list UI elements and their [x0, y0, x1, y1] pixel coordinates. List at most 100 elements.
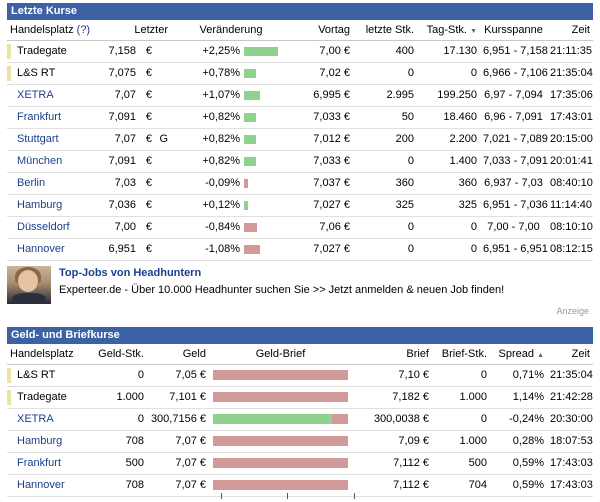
col-gb-zeit[interactable]: Zeit — [547, 345, 593, 365]
geld-cell: 7,07 € — [147, 430, 209, 453]
geld-cell: 7,101 € — [147, 386, 209, 409]
handelsplatz-cell[interactable]: XETRA — [7, 408, 87, 431]
geld-brief-bar — [213, 480, 348, 490]
geld-brief-bar — [213, 392, 348, 402]
table-row: Frankfurt 500 7,07 €7,112 €500 0,59% 17:43:0… — [7, 452, 593, 475]
geld-brief-bar — [213, 458, 348, 468]
day-qty-cell: 325 — [417, 194, 480, 217]
day-qty-cell: 18.460 — [417, 106, 480, 129]
col-tag-stk-label: Tag-Stk. — [426, 24, 467, 37]
zeit-cell: 21:11:35 — [547, 40, 593, 63]
spread-cell: 0,59% — [490, 452, 547, 475]
handelsplatz-cell[interactable]: München — [7, 150, 99, 173]
geld-stk-cell: 0 — [87, 408, 147, 431]
col-letzter[interactable]: Letzter — [99, 21, 171, 41]
spread-cell: -0,24% — [490, 408, 547, 431]
last-qty-cell: 325 — [353, 194, 417, 217]
col-brief-stk[interactable]: Brief-Stk. — [432, 345, 490, 365]
handelsplatz-cell[interactable]: XETRA — [7, 84, 99, 107]
veraenderung-cell: +0,82% — [171, 106, 291, 129]
col-tag-stk[interactable]: Tag-Stk. ▼ — [417, 21, 480, 41]
table-row: Berlin 7,03 € -0,09% 7,037 €360 360 6,937 - 7,… — [7, 172, 593, 195]
letzter-cell: 7,091 € — [99, 150, 171, 173]
handelsplatz-cell[interactable]: Hamburg — [7, 430, 87, 453]
zeit-cell: 17:43:03 — [547, 452, 593, 475]
geld-cell: 7,07 € — [147, 474, 209, 497]
ad-box: Top-Jobs von Headhuntern Experteer.de - … — [7, 266, 593, 318]
currency-unit: € — [145, 133, 152, 145]
change-bar — [244, 134, 256, 144]
ad-title-link[interactable]: Top-Jobs von Headhuntern — [59, 267, 202, 279]
day-qty-cell: 0 — [417, 216, 480, 239]
kursspanne-cell: 6,951 - 7,036 — [480, 194, 548, 217]
handelsplatz-cell: Tradegate — [7, 40, 99, 63]
kursspanne-cell: 7,00 - 7,00 — [480, 216, 547, 239]
handelsplatz-cell[interactable]: Hannover — [7, 474, 87, 497]
prev-cell: 7,037 € — [291, 172, 353, 195]
veraenderung-value: -0,09% — [205, 177, 240, 189]
geld-stk-cell: 708 — [87, 474, 147, 497]
ad-photo[interactable] — [7, 266, 51, 304]
brief-cell: 7,112 € — [352, 474, 432, 497]
letzter-value: 7,091 — [108, 155, 136, 167]
table-row: Tradegate 1.000 7,101 €7,182 €1.000 1,14% 21… — [7, 386, 593, 409]
brief-stk-cell: 0 — [432, 408, 490, 431]
veraenderung-value: +0,82% — [202, 155, 240, 167]
geld-stk-cell: 708 — [87, 430, 147, 453]
handelsplatz-cell[interactable]: Frankfurt — [7, 452, 87, 475]
change-bar — [244, 244, 260, 254]
col-geld-stk[interactable]: Geld-Stk. — [87, 345, 147, 365]
last-qty-cell: 360 — [353, 172, 417, 195]
prev-cell: 7,027 € — [291, 194, 353, 217]
col-zeit[interactable]: Zeit — [547, 21, 593, 41]
brief-bar — [213, 370, 348, 380]
handelsplatz-cell[interactable]: Frankfurt — [7, 106, 99, 129]
handelsplatz-cell[interactable]: Düsseldorf — [7, 216, 99, 239]
handelsplatz-cell[interactable]: Berlin — [7, 172, 99, 195]
kursspanne-cell: 6,966 - 7,106 — [480, 62, 548, 85]
sort-up-icon: ▲ — [537, 352, 544, 360]
geld-cell: 7,05 € — [147, 364, 209, 387]
prev-cell: 7,02 € — [291, 62, 353, 85]
handelsplatz-cell[interactable]: Hannover — [7, 238, 99, 261]
last-qty-cell: 0 — [353, 216, 417, 239]
geld-stk-cell: 1.000 — [87, 386, 147, 409]
geld-bar — [213, 414, 332, 424]
brief-cell: 300,0038 € — [352, 408, 432, 431]
table-row: Hannover 708 7,07 € 7,112 €704 0,59% 17:43:03 — [7, 474, 593, 497]
prev-cell: 7,00 € — [291, 40, 353, 63]
letzter-value: 7,07 — [114, 133, 136, 145]
letzter-value: 7,075 — [108, 67, 136, 79]
letzter-cell: 7,036 € — [99, 194, 171, 217]
handelsplatz-cell[interactable]: Hamburg — [7, 194, 99, 217]
brief-bar — [213, 392, 348, 402]
col-kursspanne[interactable]: Kursspanne — [480, 21, 547, 41]
col-geld-brief: Geld-Brief — [209, 345, 352, 365]
day-qty-cell: 2.200 — [417, 128, 480, 151]
col-brief[interactable]: Brief — [352, 345, 432, 365]
veraenderung-value: +0,78% — [202, 67, 240, 79]
spread-cell: 1,14% — [490, 386, 547, 409]
col-letzte-stk[interactable]: letzte Stk. — [353, 21, 417, 41]
col-spread[interactable]: Spread ▲ — [490, 345, 547, 365]
col-veraenderung[interactable]: Veränderung — [171, 21, 291, 41]
handelsplatz-cell: L&S RT — [7, 62, 99, 85]
letzter-cell: 7,07 € G — [99, 128, 171, 151]
help-link[interactable]: (?) — [76, 24, 91, 37]
col-gb-handelsplatz[interactable]: Handelsplatz — [7, 345, 87, 365]
zeit-cell: 20:01:41 — [547, 150, 593, 173]
handelsplatz-cell[interactable]: Stuttgart — [7, 128, 99, 151]
letzte-kurse-header: Letzte Kurse — [7, 3, 593, 20]
col-vortag[interactable]: Vortag — [291, 21, 353, 41]
col-handelsplatz-label: Handelsplatz — [10, 24, 74, 37]
col-geld[interactable]: Geld — [147, 345, 209, 365]
ad-text[interactable]: Experteer.de - Über 10.000 Headhunter su… — [59, 284, 505, 296]
scale-ticks — [7, 490, 593, 502]
flag-marker: G — [159, 133, 168, 145]
sort-down-icon: ▼ — [470, 28, 477, 36]
kursspanne-cell: 6,951 - 7,158 — [480, 40, 548, 63]
zeit-cell: 08:10:10 — [547, 216, 593, 239]
letzter-value: 7,158 — [108, 45, 136, 57]
currency-unit: € — [145, 243, 152, 255]
letzter-cell: 7,07 € — [99, 84, 171, 107]
